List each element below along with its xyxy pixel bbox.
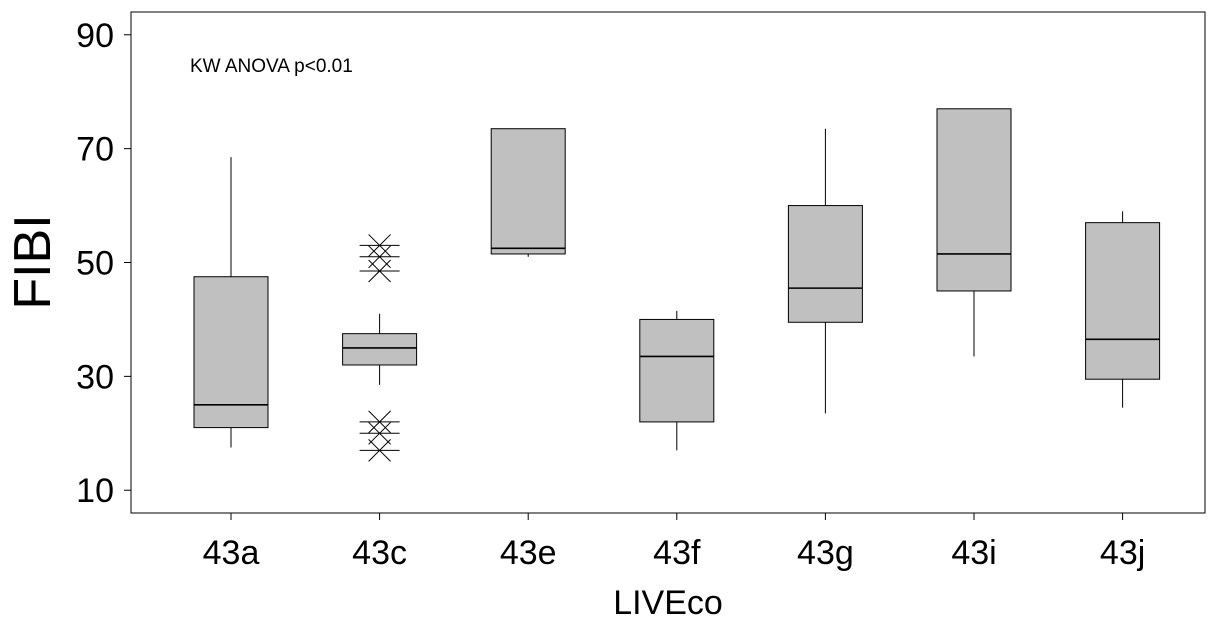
box-iqr — [936, 108, 1012, 292]
outlier-marker — [359, 439, 400, 462]
outlier-marker — [359, 245, 400, 269]
outlier-marker — [359, 259, 400, 283]
y-tick-label: 90 — [76, 17, 114, 55]
y-tick-label: 50 — [76, 245, 114, 283]
box-iqr — [1085, 222, 1161, 380]
box-iqr — [787, 205, 863, 323]
x-axis-label: LIVEco — [613, 584, 723, 622]
box-43f — [639, 310, 715, 451]
x-tick-label: 43i — [951, 534, 996, 572]
annotation-text: KW ANOVA p<0.01 — [190, 56, 353, 77]
x-tick-label: 43e — [500, 534, 557, 572]
box-43a — [193, 157, 269, 448]
x-tick-label: 43a — [203, 534, 260, 572]
box-iqr — [490, 128, 566, 255]
x-tick-label: 43g — [797, 534, 854, 572]
y-tick-label: 70 — [76, 131, 114, 169]
y-axis: 10 30 50 70 90 — [76, 17, 131, 510]
box-43c — [342, 234, 418, 462]
y-tick-label: 10 — [76, 472, 114, 510]
box-iqr — [342, 333, 418, 366]
box-43g — [787, 128, 863, 414]
x-axis: 43a 43c 43e 43f 43g 43i 43j — [203, 513, 1145, 572]
box-43i — [936, 108, 1012, 357]
box-series — [193, 108, 1161, 462]
x-tick-label: 43f — [653, 534, 701, 572]
x-tick-label: 43j — [1100, 534, 1145, 572]
outlier-marker — [359, 421, 400, 445]
outlier-marker — [359, 234, 400, 257]
y-axis-label: FIBI — [4, 214, 62, 309]
box-iqr — [193, 276, 269, 429]
plot-frame — [130, 11, 1206, 514]
y-tick-label: 30 — [76, 358, 114, 396]
outlier-marker — [359, 410, 400, 434]
box-43j — [1085, 211, 1161, 408]
x-tick-label: 43c — [352, 534, 407, 572]
box-43e — [490, 128, 566, 257]
box-iqr — [639, 318, 715, 423]
